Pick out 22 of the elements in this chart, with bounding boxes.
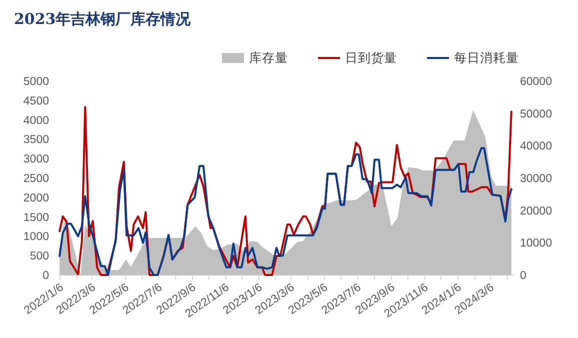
title: 2023年吉林钢厂库存情况 <box>14 10 191 28</box>
y-tick-label: 3500 <box>23 134 49 146</box>
legend-label: 日到货量 <box>345 51 397 65</box>
y-tick-label: 500 <box>30 250 49 263</box>
y2-tick-label: 10000 <box>520 238 552 250</box>
y2-tick-label: 60000 <box>520 76 552 88</box>
y-tick-label: 1000 <box>23 231 49 244</box>
y-tick-label: 3000 <box>23 154 49 166</box>
y-tick-label: 4000 <box>23 114 49 127</box>
y-tick-label: 5000 <box>23 76 49 88</box>
y-tick-label: 0 <box>42 270 49 282</box>
y2-tick-label: 40000 <box>520 140 552 153</box>
y-tick-label: 2500 <box>23 173 49 185</box>
legend-label: 库存量 <box>249 51 288 65</box>
y-tick-label: 1500 <box>23 212 49 224</box>
y2-tick-label: 30000 <box>520 173 552 185</box>
y2-tick-label: 0 <box>520 270 526 282</box>
y-tick-label: 4500 <box>23 95 49 108</box>
y2-tick-label: 50000 <box>520 108 552 120</box>
y2-tick-label: 20000 <box>520 205 552 218</box>
legend-label: 每日消耗量 <box>454 51 519 65</box>
y-tick-label: 2000 <box>23 192 49 204</box>
